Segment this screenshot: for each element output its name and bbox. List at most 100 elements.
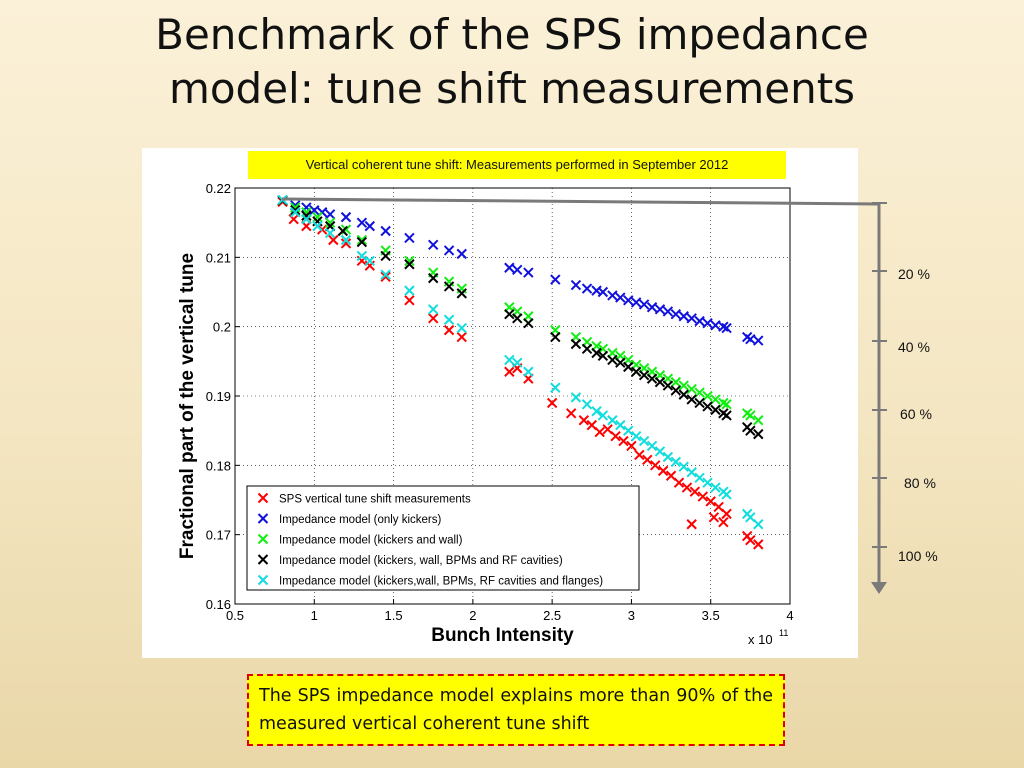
legend-marker-series-1 <box>257 492 269 504</box>
data-point-series-2 <box>309 204 320 216</box>
data-point-series-4 <box>456 288 467 299</box>
data-point-series-5 <box>710 482 721 493</box>
y-tick-label: 0.19 <box>206 389 231 404</box>
data-point-series-4 <box>504 308 515 320</box>
data-point-series-5 <box>581 399 593 410</box>
data-point-series-5 <box>678 461 689 472</box>
tune-shift-chart: 0.5 1 1.5 2 2.5 3 3.5 4 0.16 0.17 0.18 0.19 0.2 0.21 0… <box>177 181 794 647</box>
legend-entry-series-1: SPS vertical tune shift measurements <box>279 494 471 506</box>
data-point-series-2 <box>638 299 650 310</box>
data-point-series-2 <box>404 232 415 244</box>
data-point-series-2 <box>710 320 721 331</box>
x-tick-label: 0.5 <box>226 608 244 623</box>
data-point-series-4 <box>581 343 593 355</box>
data-point-series-1 <box>718 516 729 528</box>
data-point-series-5 <box>550 382 561 393</box>
data-point-series-5 <box>324 227 336 239</box>
x-tick-label: 4 <box>786 608 793 623</box>
data-point-series-4 <box>662 380 674 391</box>
data-point-series-4 <box>694 397 705 409</box>
data-point-series-1 <box>745 535 756 546</box>
data-point-series-2 <box>718 321 729 332</box>
data-point-series-5 <box>615 419 626 431</box>
data-point-series-4 <box>404 259 415 270</box>
data-point-series-1 <box>686 519 697 530</box>
data-point-series-4 <box>570 338 582 350</box>
data-point-series-2 <box>753 335 764 346</box>
data-point-series-1 <box>634 449 645 461</box>
data-point-series-4 <box>646 373 658 384</box>
data-point-series-2 <box>324 209 336 220</box>
data-point-series-1 <box>578 415 590 426</box>
data-point-series-1 <box>721 508 732 520</box>
legend-box <box>246 485 640 591</box>
legend-marker-series-5 <box>257 574 269 586</box>
data-point-series-4 <box>753 428 764 440</box>
data-point-series-1 <box>626 440 637 452</box>
data-point-series-1 <box>689 486 701 497</box>
data-point-series-4 <box>301 210 312 221</box>
data-point-series-2 <box>443 245 455 256</box>
data-point-series-3 <box>745 410 756 421</box>
data-point-series-1 <box>708 512 720 523</box>
data-point-series-5 <box>570 392 582 403</box>
data-point-series-2 <box>597 286 609 298</box>
data-point-series-4 <box>710 404 721 416</box>
data-point-series-2 <box>380 225 391 237</box>
data-point-series-5 <box>428 304 439 315</box>
slide-title-line-2: model: tune shift measurements <box>168 64 856 113</box>
data-point-series-2 <box>615 292 626 303</box>
x-axis-multiplier: x 10 <box>748 632 773 647</box>
data-point-series-3 <box>753 415 764 426</box>
data-point-series-1 <box>657 465 669 477</box>
data-point-series-2 <box>630 297 642 308</box>
data-point-series-5 <box>301 213 312 225</box>
data-point-series-3 <box>404 255 415 267</box>
legend-entry-series-3: Impedance model (kickers and wall) <box>279 535 463 547</box>
data-point-series-1 <box>380 271 391 282</box>
x-tick-label: 2.5 <box>543 608 561 623</box>
scale-label-80: 80 % <box>904 475 936 491</box>
y-tick-label: 0.22 <box>206 181 231 196</box>
data-point-series-5 <box>504 354 515 366</box>
data-point-series-4 <box>428 272 439 284</box>
data-point-series-5 <box>523 366 534 377</box>
x-tick-label: 1.5 <box>385 608 403 623</box>
data-point-series-3 <box>678 380 689 391</box>
data-point-series-1 <box>697 491 708 502</box>
data-point-series-2 <box>686 313 697 324</box>
x-tick-label: 3.5 <box>702 608 720 623</box>
data-point-series-2 <box>570 279 582 291</box>
data-point-series-1 <box>456 331 467 343</box>
data-point-series-4 <box>591 347 602 359</box>
data-point-series-3 <box>670 376 682 388</box>
legend-marker-series-2 <box>257 513 269 524</box>
data-point-series-4 <box>678 389 689 400</box>
data-point-series-5 <box>638 435 650 447</box>
data-point-series-1 <box>504 366 515 377</box>
data-point-series-5 <box>456 322 467 334</box>
data-point-series-4 <box>290 204 301 216</box>
data-point-series-4 <box>670 385 682 396</box>
y-axis-label: Fractional part of the vertical tune <box>177 253 198 559</box>
x-axis-multiplier-exponent: 11 <box>779 628 788 638</box>
data-point-series-1 <box>594 426 605 438</box>
data-point-series-1 <box>753 539 764 550</box>
data-point-series-2 <box>504 262 515 273</box>
x-tick-label: 1 <box>311 608 318 623</box>
data-point-series-2 <box>745 333 756 345</box>
data-point-series-2 <box>654 304 666 315</box>
data-point-series-1 <box>428 313 439 324</box>
data-point-series-4 <box>615 357 626 368</box>
data-point-series-2 <box>607 290 618 301</box>
data-point-series-5 <box>670 456 682 468</box>
data-point-series-1 <box>328 234 339 246</box>
data-point-series-2 <box>550 274 561 285</box>
data-point-series-4 <box>523 317 534 329</box>
scale-label-20: 20 % <box>898 266 930 282</box>
data-point-series-5 <box>597 410 609 421</box>
data-point-series-4 <box>630 366 642 377</box>
x-tick-label: 3 <box>628 608 635 623</box>
data-point-series-4 <box>702 401 713 412</box>
y-tick-label: 0.17 <box>206 528 231 543</box>
